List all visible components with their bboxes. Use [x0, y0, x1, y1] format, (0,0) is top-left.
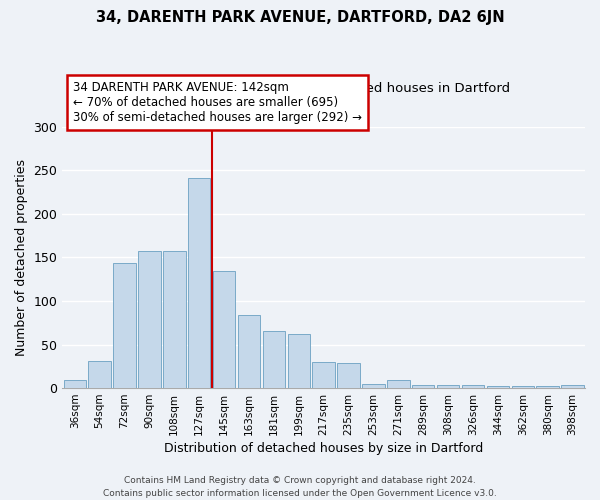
Bar: [412, 386, 434, 388]
Title: Size of property relative to detached houses in Dartford: Size of property relative to detached ho…: [137, 82, 510, 95]
Bar: [287, 334, 310, 388]
Bar: [88, 361, 111, 388]
Text: 34, DARENTH PARK AVENUE, DARTFORD, DA2 6JN: 34, DARENTH PARK AVENUE, DARTFORD, DA2 6…: [95, 10, 505, 25]
Bar: [562, 386, 584, 388]
Bar: [64, 380, 86, 388]
Bar: [113, 262, 136, 388]
Text: Contains HM Land Registry data © Crown copyright and database right 2024.
Contai: Contains HM Land Registry data © Crown c…: [103, 476, 497, 498]
Bar: [213, 272, 235, 388]
Bar: [362, 384, 385, 388]
Bar: [536, 386, 559, 388]
Bar: [238, 315, 260, 388]
Bar: [462, 386, 484, 388]
Bar: [437, 386, 460, 388]
Text: 34 DARENTH PARK AVENUE: 142sqm
← 70% of detached houses are smaller (695)
30% of: 34 DARENTH PARK AVENUE: 142sqm ← 70% of …: [73, 81, 362, 124]
Bar: [487, 386, 509, 388]
Bar: [188, 178, 211, 388]
Bar: [512, 386, 534, 388]
Bar: [138, 252, 161, 388]
Bar: [337, 363, 360, 388]
Bar: [263, 332, 285, 388]
Bar: [163, 252, 185, 388]
Y-axis label: Number of detached properties: Number of detached properties: [15, 159, 28, 356]
Bar: [387, 380, 410, 388]
Bar: [313, 362, 335, 388]
X-axis label: Distribution of detached houses by size in Dartford: Distribution of detached houses by size …: [164, 442, 483, 455]
